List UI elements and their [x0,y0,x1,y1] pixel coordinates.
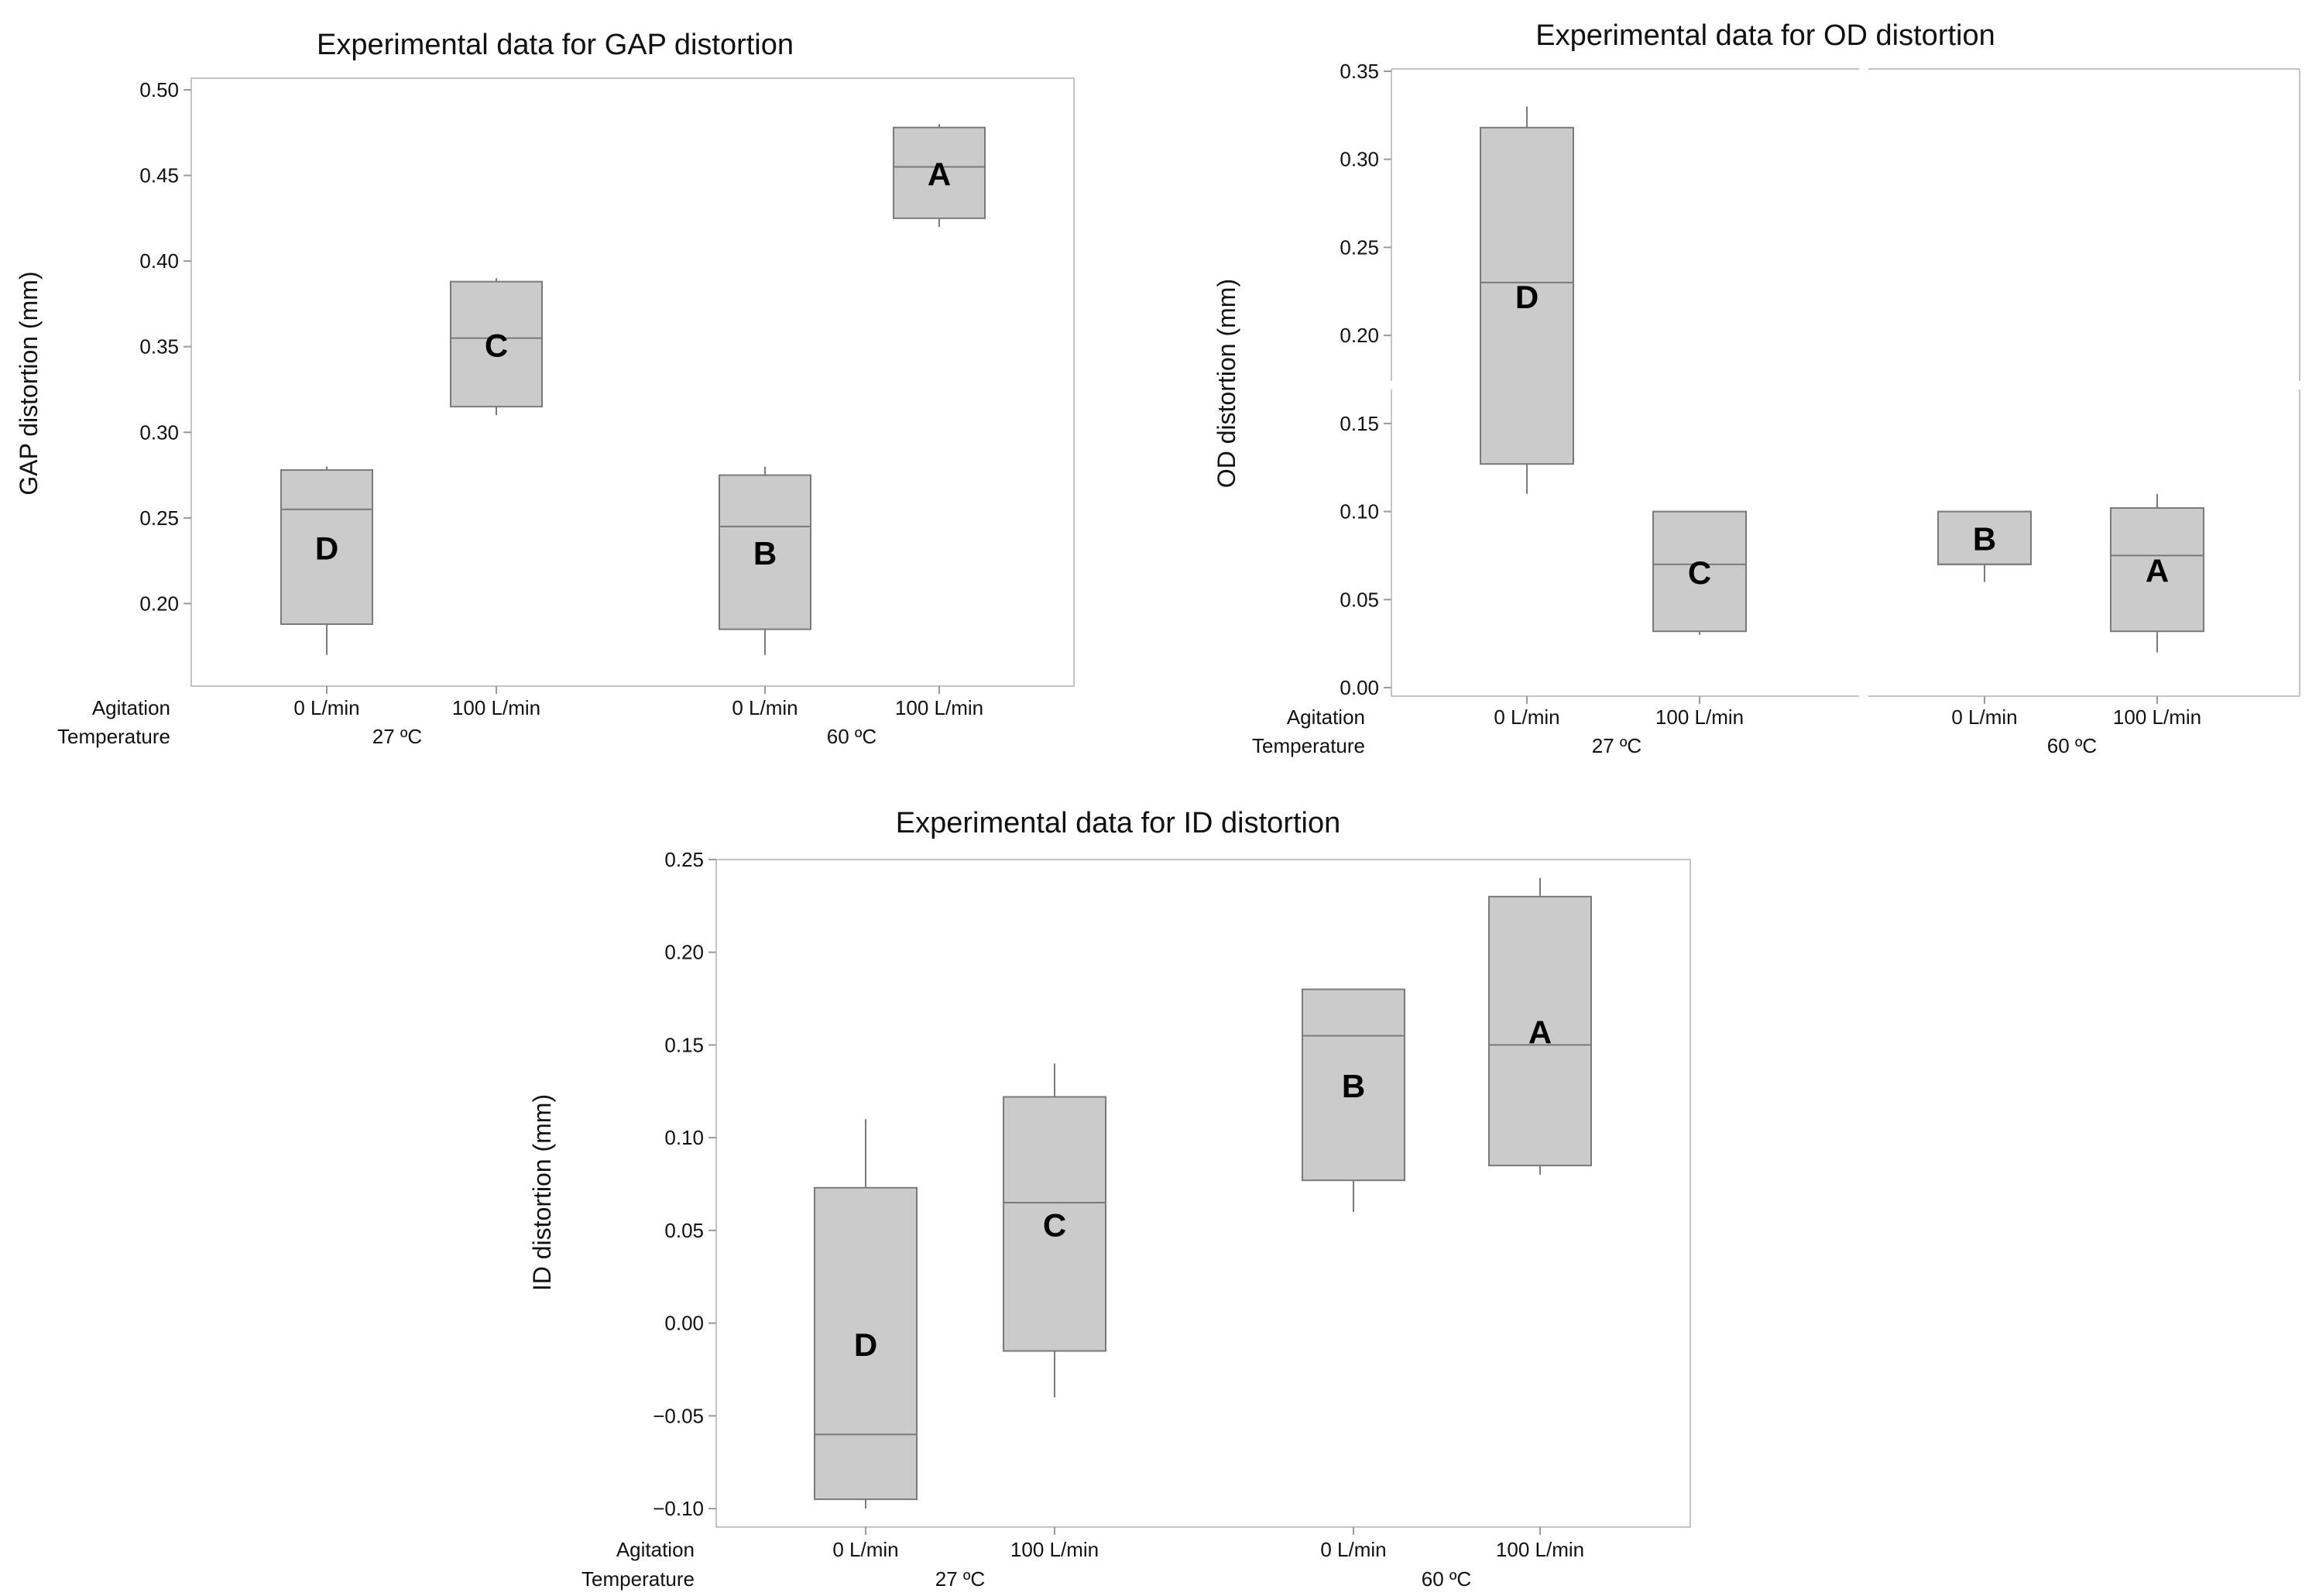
y-tick-label: 0.00 [664,1312,704,1335]
y-tick-label: 0.20 [1340,324,1379,347]
y-tick-label: 0.30 [1340,148,1379,171]
group-letter: B [753,535,777,571]
plot-frame [715,859,1691,1528]
box-iqr [1937,510,2032,565]
y-tick-label: 0.25 [1340,235,1379,259]
factor-label-temperature: Temperature [581,1567,695,1591]
x-tick-label: 100 L/min [895,696,983,719]
x-tick-label: 0 L/min [832,1538,898,1561]
y-tick-label: 0.05 [1340,588,1379,611]
box-iqr [1003,1096,1106,1352]
box-0: D [280,466,373,655]
x-tick-label: 100 L/min [1010,1538,1099,1561]
box-iqr [1480,126,1574,465]
group-letter: B [1342,1068,1365,1104]
box-3: A [893,124,986,227]
factor-label-temperature: Temperature [57,725,170,748]
box-1: C [450,278,543,416]
temperature-group-label: 60 ºC [827,725,876,748]
y-tick-label: 0.20 [139,592,179,615]
chart-title: Experimental data for ID distortion [896,807,1341,839]
temperature-group-label: 60 ºC [1422,1567,1471,1591]
box-2: B [1937,510,2032,582]
y-tick-label: −0.05 [653,1404,704,1427]
y-tick-label: 0.25 [664,848,704,871]
group-letter: D [854,1327,877,1363]
chart-title: Experimental data for OD distortion [1535,19,1995,52]
box-0: D [814,1119,918,1509]
x-tick-label: 100 L/min [1496,1538,1584,1561]
x-tick-label: 0 L/min [1951,705,2017,729]
y-tick-label: 0.10 [664,1126,704,1149]
y-tick-label: 0.25 [139,506,179,530]
box-iqr [450,280,543,408]
y-tick-label: 0.35 [1340,60,1379,83]
y-tick-label: 0.50 [139,78,179,101]
y-tick-label: 0.10 [1340,500,1379,523]
x-tick-label: 100 L/min [1655,705,1744,729]
group-letter: D [1515,279,1539,315]
box-1: C [1652,510,1747,635]
box-3: A [2110,493,2204,653]
group-letter: A [1528,1014,1552,1050]
plot-frame [190,77,1075,687]
x-tick-label: 0 L/min [293,696,359,719]
box-iqr [1302,988,1405,1182]
y-axis-label: OD distortion (mm) [1213,279,1240,488]
y-tick-label: 0.30 [139,420,179,444]
temperature-group-label: 27 ºC [372,725,422,748]
x-tick-label: 0 L/min [1494,705,1559,729]
group-letter: C [1043,1207,1066,1244]
chart-1: Experimental data for OD distortion 0.00 0… [1213,19,2300,757]
y-tick-label: 0.45 [139,164,179,187]
temperature-group-label: 27 ºC [1592,734,1641,757]
box-2: B [1302,988,1405,1212]
group-letter: D [315,530,338,566]
y-tick-label: 0.40 [139,249,179,273]
y-axis-label: GAP distortion (mm) [15,271,43,495]
y-tick-label: 0.00 [1340,676,1379,699]
x-tick-label: 100 L/min [452,696,540,719]
group-letter: B [1973,521,1996,558]
box-0: D [1480,106,1574,494]
plot-frame [1391,68,2300,697]
y-tick-label: 0.35 [139,335,179,359]
box-3: A [1488,877,1592,1176]
group-letter: C [485,327,508,363]
y-tick-label: 0.20 [664,941,704,964]
factor-label-agitation: Agitation [1287,705,1365,729]
chart-0: Experimental data for GAP distortion 0.20… [15,29,1075,748]
x-tick-label: 0 L/min [1320,1538,1386,1561]
y-tick-label: 0.15 [1340,412,1379,435]
group-letter: A [928,156,951,192]
box-iqr [1488,895,1592,1167]
factor-label-temperature: Temperature [1252,734,1365,757]
x-tick-label: 0 L/min [732,696,798,719]
box-1: C [1003,1063,1106,1398]
box-iqr [280,469,373,625]
box-iqr [893,126,986,219]
box-2: B [719,466,811,655]
factor-label-agitation: Agitation [92,696,170,719]
temperature-group-label: 60 ºC [2047,734,2097,757]
box-iqr [2110,507,2204,633]
y-tick-label: 0.05 [664,1219,704,1242]
group-letter: A [2146,553,2169,589]
box-iqr [719,474,811,630]
group-letter: C [1688,554,1711,591]
temperature-group-label: 27 ºC [935,1567,985,1591]
y-axis-label: ID distortion (mm) [528,1094,556,1291]
y-tick-label: −0.10 [653,1497,704,1520]
factor-label-agitation: Agitation [616,1538,695,1561]
x-tick-label: 100 L/min [2113,705,2201,729]
chart-2: Experimental data for ID distortion −0.10… [528,807,1691,1591]
box-iqr [814,1186,918,1501]
box-iqr [1652,510,1747,633]
chart-title: Experimental data for GAP distortion [317,29,794,61]
y-tick-label: 0.15 [664,1033,704,1056]
